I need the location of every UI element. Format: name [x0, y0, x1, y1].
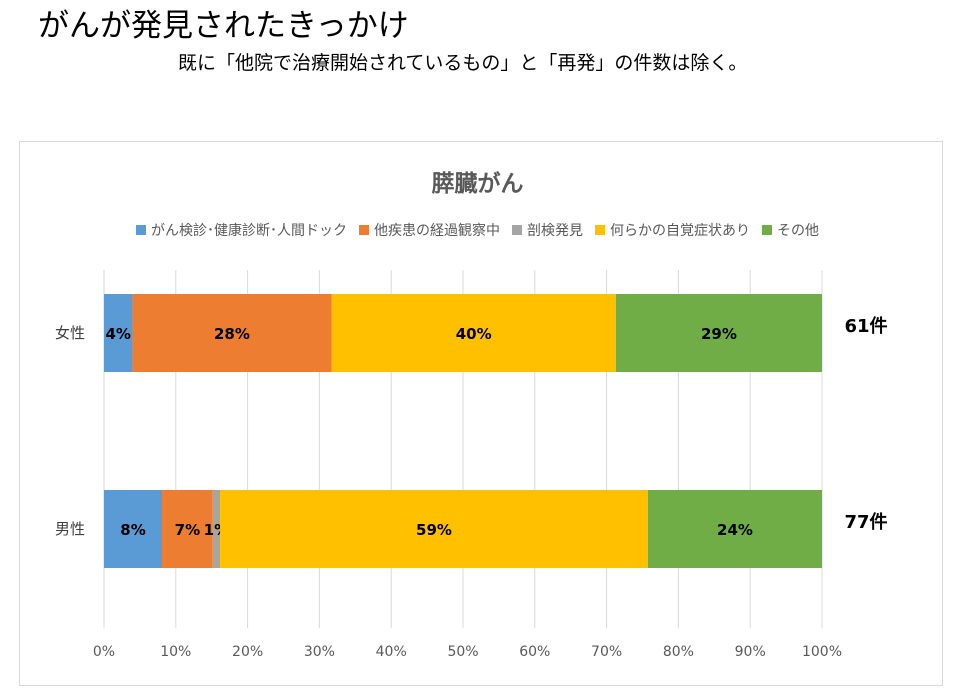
legend-label: その他: [777, 223, 819, 239]
legend-item: 剖検発見: [512, 220, 583, 240]
legend-item: がん検診･健康診断･人間ドック: [136, 220, 347, 240]
chart-legend: がん検診･健康診断･人間ドック 他疾患の経過観察中 剖検発見 何らかの自覚症状あ…: [0, 220, 955, 240]
chart-frame: [19, 141, 943, 686]
legend-swatch: [595, 225, 605, 235]
legend-label: 他疾患の経過観察中: [374, 223, 500, 239]
legend-label: 何らかの自覚症状あり: [610, 223, 750, 239]
legend-swatch: [359, 225, 369, 235]
legend-swatch: [512, 225, 522, 235]
legend-label: 剖検発見: [527, 223, 583, 239]
legend-item: その他: [762, 220, 819, 240]
legend-item: 他疾患の経過観察中: [359, 220, 500, 240]
legend-swatch: [762, 225, 772, 235]
legend-item: 何らかの自覚症状あり: [595, 220, 750, 240]
page-note: 既に「他院で治療開始されているもの」と「再発」の件数は除く。: [178, 52, 748, 74]
chart-title: 膵臓がん: [431, 171, 524, 197]
legend-label: がん検診･健康診断･人間ドック: [151, 223, 347, 239]
legend-swatch: [136, 225, 146, 235]
page-title: がんが発見されたきっかけ: [38, 8, 409, 44]
